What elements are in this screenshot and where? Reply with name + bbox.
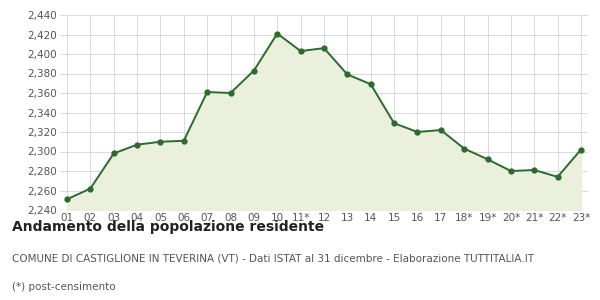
Text: Andamento della popolazione residente: Andamento della popolazione residente <box>12 220 324 235</box>
Text: COMUNE DI CASTIGLIONE IN TEVERINA (VT) - Dati ISTAT al 31 dicembre - Elaborazion: COMUNE DI CASTIGLIONE IN TEVERINA (VT) -… <box>12 254 534 263</box>
Text: (*) post-censimento: (*) post-censimento <box>12 282 116 292</box>
